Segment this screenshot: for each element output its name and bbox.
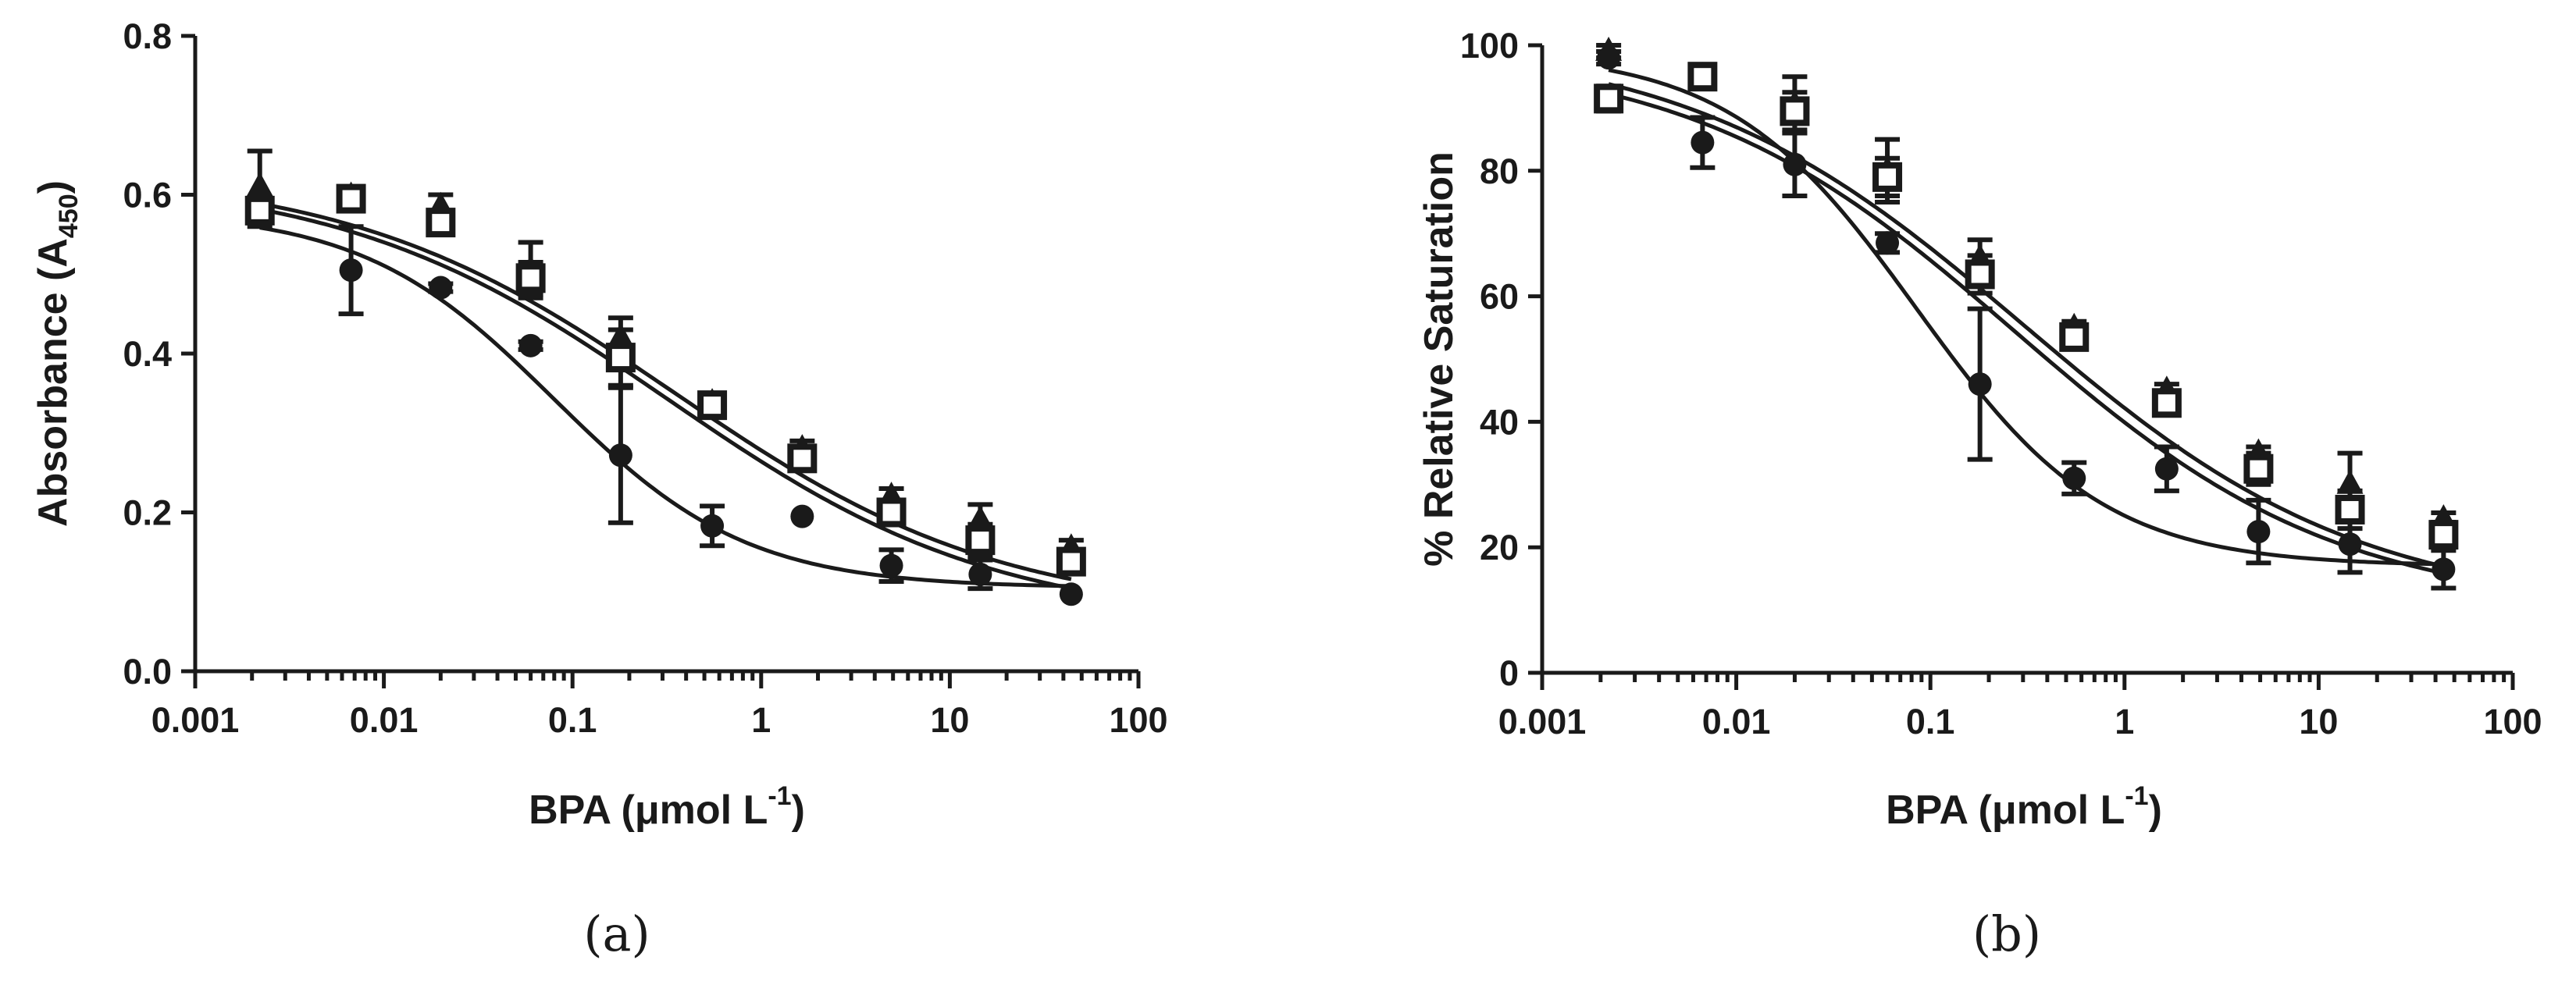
panel-b-point-circle xyxy=(1968,372,1992,396)
panel-a-y-ticks: 0.0 0.2 0.4 0.6 0.8 xyxy=(123,16,195,692)
panel-b-chart: 0 20 40 60 80 100 0.001 0.01 0.1 1 10 100 BPA (μmo… xyxy=(1416,26,2542,962)
panel-a-fit-curve-circle xyxy=(259,226,1071,589)
panel-b-point-square-open xyxy=(1872,162,1903,192)
panel-a-x-ticks: 0.001 0.01 0.1 1 10 100 xyxy=(151,671,1168,740)
panel-b-point-triangle xyxy=(2336,469,2364,494)
panel-a-point-circle xyxy=(968,562,992,586)
panel-a-x-label: BPA (μmol L-1) xyxy=(529,781,805,833)
panel-b-fit-curves xyxy=(1608,68,2444,575)
panel-b-y-tick-label: 40 xyxy=(1480,402,1519,442)
panel-b-x-tick-label: 10 xyxy=(2299,702,2338,741)
panel-b-point-square-open xyxy=(1965,259,1995,290)
panel-a-point-circle xyxy=(1059,582,1083,606)
panel-a-point-square-open xyxy=(426,208,456,238)
panel-b-point-circle xyxy=(2246,520,2271,544)
panel-b-y-ticks: 0 20 40 60 80 100 xyxy=(1460,26,1542,693)
panel-b-x-tick-label: 0.1 xyxy=(1906,702,1955,741)
panel-a-data-points xyxy=(244,148,1086,606)
panel-b-point-square-open xyxy=(2059,322,2090,352)
panel-b-point-square-open xyxy=(2151,388,2182,418)
panel-b-point-square-open xyxy=(1780,96,1810,126)
panel-b-point-square-open xyxy=(1687,62,1718,92)
panel-a-point-square-open xyxy=(787,443,818,474)
panel-b-data-points xyxy=(1594,37,2459,591)
panel-b-y-tick-label: 80 xyxy=(1480,151,1519,191)
panel-b-point-circle xyxy=(2338,532,2362,557)
panel-a-y-label: Absorbance (A450) xyxy=(30,180,84,527)
panel-a-label: (a) xyxy=(583,905,650,962)
panel-b-fit-curve-circle xyxy=(1608,68,2444,567)
panel-a-point-square-open xyxy=(876,497,907,528)
panel-b-x-tick-label: 100 xyxy=(2483,702,2542,741)
panel-a-point-square-open xyxy=(1056,546,1086,577)
panel-a-fit-curves xyxy=(259,201,1072,591)
panel-a-point-circle xyxy=(339,258,363,283)
panel-b-y-label: % Relative Saturation xyxy=(1416,151,1462,567)
panel-b-x-tick-label: 0.01 xyxy=(1702,702,1771,741)
panel-b-y-tick-label: 100 xyxy=(1460,26,1519,66)
panel-a-x-tick-label: 0.001 xyxy=(151,700,240,740)
panel-a-point-square-open xyxy=(515,263,546,293)
panel-b-fit-curve-triangle xyxy=(1608,82,2444,569)
panel-a-point-circle xyxy=(429,276,453,300)
panel-a-fit-curve-triangle xyxy=(259,201,1072,581)
panel-a-point-circle xyxy=(700,514,725,538)
panel-a-point-square-open xyxy=(697,390,728,421)
panel-a-point-square-open xyxy=(336,183,366,214)
panel-a-x-tick-label: 100 xyxy=(1109,700,1167,740)
panel-a-point-square-open xyxy=(965,525,996,556)
panel-a-point-circle xyxy=(790,504,814,528)
panel-a-x-tick-label: 0.1 xyxy=(548,700,597,740)
panel-b-point-circle xyxy=(2432,557,2456,581)
panel-a-y-tick-label: 0.4 xyxy=(123,334,172,374)
panel-b-point-circle xyxy=(1783,152,1807,176)
panel-b-y-tick-label: 20 xyxy=(1480,528,1519,567)
panel-b-point-circle xyxy=(1876,231,1900,255)
panel-a-chart: 0.0 0.2 0.4 0.6 0.8 0.001 0.01 0.1 1 10 100 BPA (… xyxy=(30,16,1168,962)
panel-b-point-circle xyxy=(2062,466,2086,490)
panel-a-x-tick-label: 10 xyxy=(930,700,969,740)
panel-b-point-square-open xyxy=(2243,453,2274,484)
panel-a-y-tick-label: 0.0 xyxy=(123,652,172,692)
panel-b-point-circle xyxy=(1691,130,1715,155)
panel-b-x-label: BPA (μmol L-1) xyxy=(1886,781,2162,833)
panel-a-point-circle xyxy=(608,443,632,468)
panel-a-y-tick-label: 0.6 xyxy=(123,176,172,215)
panel-a-x-tick-label: 1 xyxy=(751,700,771,740)
panel-b-x-tick-label: 0.001 xyxy=(1498,702,1587,741)
panel-b-point-square-open xyxy=(2335,494,2365,525)
panel-a-y-tick-label: 0.8 xyxy=(123,16,172,56)
panel-b-y-tick-label: 0 xyxy=(1499,653,1519,693)
panel-a-point-circle xyxy=(879,553,903,578)
panel-b-point-square-open xyxy=(2428,520,2459,550)
panel-a-point-triangle xyxy=(246,172,273,197)
panel-a-x-tick-label: 0.01 xyxy=(350,700,419,740)
panel-b-y-tick-label: 60 xyxy=(1480,277,1519,317)
panel-b-point-circle xyxy=(2154,457,2179,481)
panel-b-fit-curve-square-open xyxy=(1608,91,2444,575)
panel-a-point-square-open xyxy=(244,195,275,226)
panel-a-fit-curve-square-open xyxy=(259,207,1072,591)
panel-b-x-ticks: 0.001 0.01 0.1 1 10 100 xyxy=(1498,673,2542,741)
panel-b-point-square-open xyxy=(1594,84,1624,114)
panel-a-point-circle xyxy=(518,333,543,357)
panel-b-point-triangle xyxy=(1595,37,1623,62)
panel-b-x-tick-label: 1 xyxy=(2115,702,2134,741)
panel-b-label: (b) xyxy=(1972,905,2041,962)
panel-a-point-square-open xyxy=(605,343,636,373)
panel-a-y-tick-label: 0.2 xyxy=(123,493,172,533)
